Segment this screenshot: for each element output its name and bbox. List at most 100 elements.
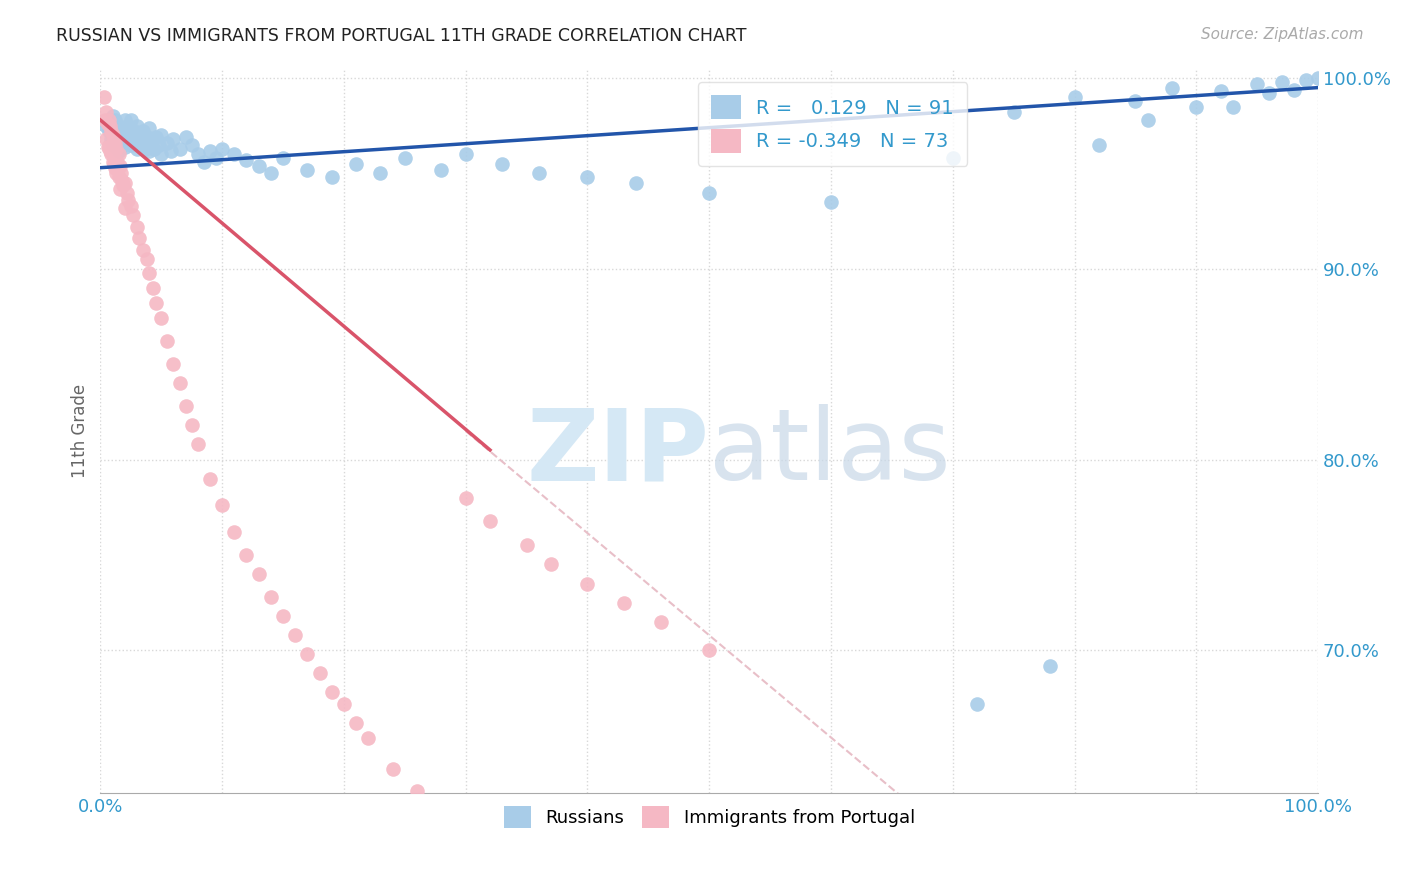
Point xyxy=(124,132,146,146)
Point xyxy=(540,558,562,572)
Point xyxy=(121,128,143,143)
Point xyxy=(697,643,720,657)
Point xyxy=(454,491,477,505)
Point xyxy=(187,147,209,161)
Point xyxy=(479,514,502,528)
Point xyxy=(1282,82,1305,96)
Point xyxy=(1258,87,1281,101)
Point xyxy=(187,437,209,451)
Point xyxy=(344,157,367,171)
Point xyxy=(142,281,165,295)
Point xyxy=(129,127,152,141)
Point xyxy=(211,499,233,513)
Point xyxy=(107,124,129,138)
Point xyxy=(135,252,157,267)
Point xyxy=(235,548,257,562)
Point xyxy=(108,182,131,196)
Point xyxy=(98,144,121,158)
Point xyxy=(1002,105,1025,120)
Point xyxy=(138,120,160,135)
Point xyxy=(1295,73,1317,87)
Point xyxy=(174,399,197,413)
Point xyxy=(211,142,233,156)
Point xyxy=(162,357,184,371)
Point xyxy=(104,161,127,175)
Point xyxy=(150,147,173,161)
Point xyxy=(284,628,307,642)
Point xyxy=(110,120,132,135)
Point xyxy=(145,296,167,310)
Point xyxy=(321,170,343,185)
Point xyxy=(98,119,121,133)
Point xyxy=(156,136,179,150)
Point xyxy=(124,124,146,138)
Point xyxy=(105,155,128,169)
Point xyxy=(100,132,122,146)
Point xyxy=(527,166,550,180)
Point xyxy=(1308,71,1330,86)
Point xyxy=(114,176,136,190)
Point xyxy=(105,128,128,143)
Point xyxy=(101,109,124,123)
Y-axis label: 11th Grade: 11th Grade xyxy=(72,384,89,478)
Point xyxy=(115,128,138,143)
Text: Source: ZipAtlas.com: Source: ZipAtlas.com xyxy=(1201,27,1364,42)
Point xyxy=(114,113,136,128)
Point xyxy=(193,155,215,169)
Point xyxy=(297,162,319,177)
Point xyxy=(1088,137,1111,152)
Point xyxy=(260,166,283,180)
Point xyxy=(820,195,842,210)
Point xyxy=(1185,100,1208,114)
Point xyxy=(491,157,513,171)
Point xyxy=(131,134,153,148)
Point xyxy=(94,113,117,128)
Point xyxy=(110,166,132,180)
Point xyxy=(122,208,145,222)
Point xyxy=(97,113,120,128)
Point xyxy=(150,311,173,326)
Point xyxy=(235,153,257,167)
Point xyxy=(150,128,173,143)
Point xyxy=(138,266,160,280)
Point xyxy=(650,615,672,629)
Point xyxy=(162,132,184,146)
Point xyxy=(132,124,155,138)
Point xyxy=(224,524,246,539)
Point xyxy=(97,124,120,138)
Point xyxy=(108,132,131,146)
Point xyxy=(114,201,136,215)
Point xyxy=(101,137,124,152)
Point xyxy=(247,159,270,173)
Point xyxy=(96,119,118,133)
Legend: Russians, Immigrants from Portugal: Russians, Immigrants from Portugal xyxy=(496,798,922,835)
Point xyxy=(132,243,155,257)
Point xyxy=(1271,75,1294,89)
Point xyxy=(135,130,157,145)
Point xyxy=(430,804,453,818)
Point xyxy=(127,128,149,143)
Point xyxy=(205,151,228,165)
Point xyxy=(100,124,122,138)
Point xyxy=(966,697,988,711)
Point xyxy=(454,147,477,161)
Point xyxy=(125,142,148,156)
Point xyxy=(122,134,145,148)
Point xyxy=(120,113,142,128)
Point xyxy=(96,105,118,120)
Point xyxy=(145,130,167,145)
Point xyxy=(381,762,404,776)
Point xyxy=(134,132,156,146)
Point xyxy=(1136,113,1159,128)
Point xyxy=(1125,94,1147,108)
Point xyxy=(117,193,139,207)
Text: RUSSIAN VS IMMIGRANTS FROM PORTUGAL 11TH GRADE CORRELATION CHART: RUSSIAN VS IMMIGRANTS FROM PORTUGAL 11TH… xyxy=(56,27,747,45)
Point xyxy=(128,136,150,150)
Point xyxy=(125,119,148,133)
Point xyxy=(247,566,270,581)
Point xyxy=(141,132,163,146)
Point xyxy=(105,119,128,133)
Point xyxy=(120,199,142,213)
Point xyxy=(107,170,129,185)
Point xyxy=(128,231,150,245)
